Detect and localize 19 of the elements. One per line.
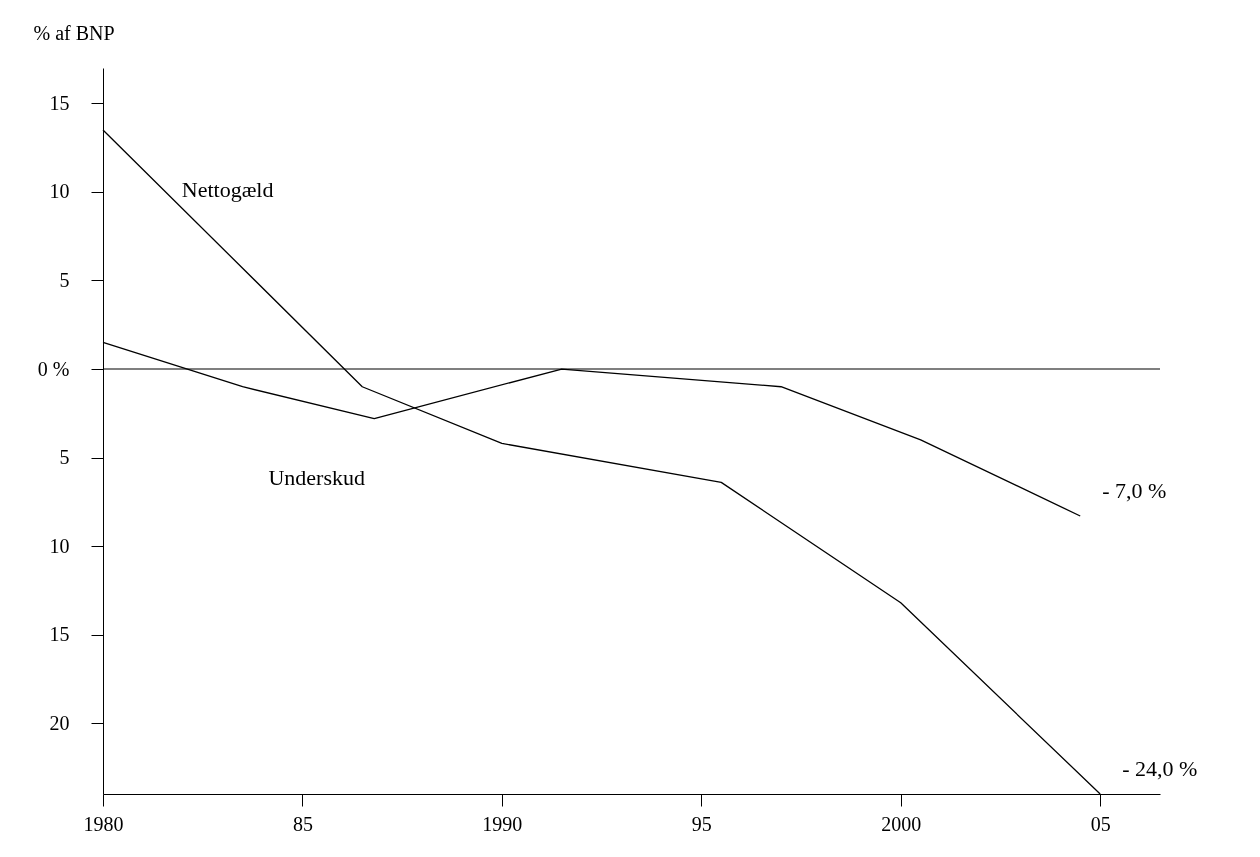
annotation: - 24,0 % [1122,756,1198,781]
x-tick-label: 05 [1090,812,1111,835]
x-tick-label: 1990 [482,812,523,835]
y-tick-label: 20 [49,711,70,734]
x-tick-label: 95 [691,812,712,835]
y-tick-label: 15 [49,91,70,114]
x-tick-label: 2000 [881,812,922,835]
y-tick-label: 0 % [37,357,70,380]
annotation: - 7,0 % [1102,478,1167,503]
y-tick-label: 5 [59,446,70,469]
y-tick-label: 10 [49,180,70,203]
text: Underskud [268,464,365,490]
series-label: Nettogæld [181,177,274,203]
y-axis-title: % af BNP [33,21,115,44]
y-tick-label: 10 [49,534,70,557]
x-tick-label: 85 [292,812,313,835]
y-tick-label: 15 [49,623,70,646]
x-tick-label: 1980 [83,812,124,835]
y-tick-label: 5 [59,268,70,291]
